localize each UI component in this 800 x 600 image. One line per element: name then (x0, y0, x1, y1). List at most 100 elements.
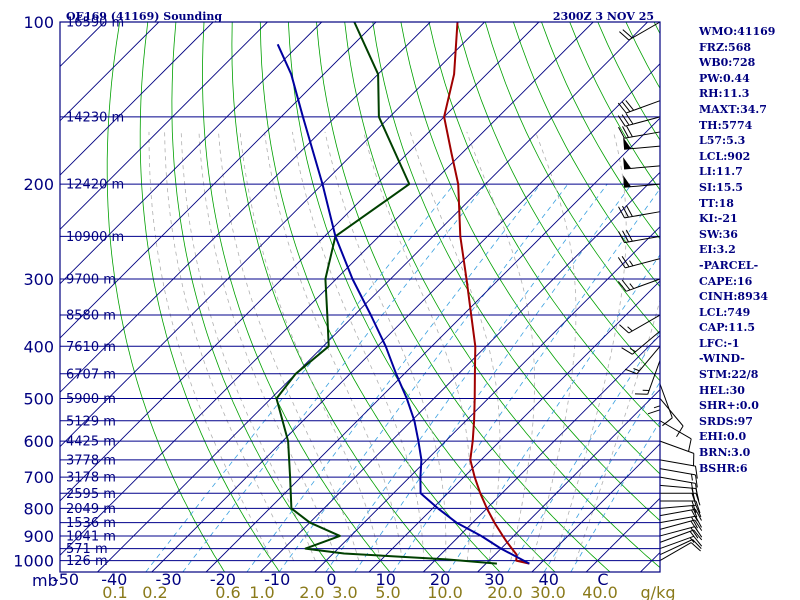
mixing-ratio-label: 0.6 (215, 583, 240, 600)
wind-barb-flag (691, 493, 697, 506)
index-entry: BRN:3.0 (699, 446, 751, 460)
wind-barb-staff (659, 529, 694, 543)
dry-adiabat (484, 22, 660, 335)
index-entry: EI:3.2 (699, 243, 736, 257)
dry-adiabat (372, 22, 660, 522)
mixing-ratio-label: 0.1 (102, 583, 127, 600)
wind-barb-flag (618, 206, 625, 219)
wind-barb-flag (676, 425, 684, 438)
mixing-ratio-label: 20.0 (487, 583, 523, 600)
mixing-ratio-line (278, 183, 569, 572)
wind-barb-staff (628, 21, 661, 41)
wind-barb-flag (622, 205, 629, 218)
wind-barb (619, 21, 661, 41)
index-entry: TH:5774 (699, 118, 753, 132)
index-entry: TT:18 (699, 196, 734, 210)
wind-barb-flag (693, 535, 703, 547)
dry-adiabat (513, 22, 660, 288)
wind-barb-staff (659, 459, 696, 467)
height-level-label: 9700 m (66, 272, 116, 287)
mixing-ratio-label: 0.2 (142, 583, 167, 600)
chart-title: OE169 (41169) Sounding (66, 10, 222, 23)
wind-barb-staff (659, 508, 696, 517)
wind-barb-staff (624, 211, 661, 219)
wind-barb (634, 360, 661, 395)
isotherm-line (60, 22, 268, 231)
index-entry: PW:0.44 (699, 71, 750, 85)
wind-barb-staff (625, 258, 661, 269)
wind-barb (659, 535, 703, 550)
isotherm-line (477, 388, 660, 572)
wind-barb-staff (626, 278, 661, 292)
wind-barb (617, 113, 661, 127)
pressure-tick-label: 700 (23, 468, 54, 487)
index-entry: SW:36 (699, 227, 738, 241)
wind-barb (659, 468, 698, 488)
temperature-tick-label: 20 (430, 570, 450, 589)
wind-barb (618, 229, 661, 244)
wind-barb-flag (690, 527, 699, 539)
wind-barb-flag (691, 500, 697, 514)
temperature-tick-label: -20 (210, 570, 236, 589)
wind-barb-flag (619, 324, 630, 334)
isotherm-line (314, 226, 660, 572)
pressure-tick-label: 400 (23, 337, 54, 356)
temperature-tick-label: -10 (264, 570, 290, 589)
index-entry: SI:15.5 (699, 180, 743, 194)
isotherm-line (151, 63, 660, 572)
valid-time: 2300Z 3 NOV 25 (553, 10, 654, 23)
wind-barb-half-flag (691, 474, 693, 481)
height-level-label: 5900 m (66, 392, 116, 407)
wind-barb (623, 175, 661, 188)
wind-barb-flag (695, 474, 698, 488)
wind-barb (659, 459, 698, 479)
pressure-tick-label: 600 (23, 432, 54, 451)
wind-barb (659, 542, 701, 562)
isotherm-line (97, 22, 648, 572)
dry-adiabat (231, 22, 446, 572)
height-level-label: 14230 m (66, 110, 124, 125)
wind-barb-flag (622, 230, 629, 243)
isotherm-line (60, 22, 540, 502)
wind-barb (621, 330, 661, 355)
wind-barb-staff (659, 383, 673, 418)
pressure-tick-label: 900 (23, 527, 54, 546)
index-entry: -PARCEL- (699, 258, 759, 272)
moist-adiabat (409, 131, 501, 561)
mixing-ratio-label: 30.0 (530, 583, 566, 600)
trace-dewpoint (275, 22, 497, 565)
height-level-label: 2595 m (66, 487, 116, 502)
index-entry: MAXT:34.7 (699, 102, 767, 116)
index-entry: LCL:902 (699, 149, 751, 163)
height-level-label: 3778 m (66, 453, 116, 468)
wind-barb-flag (692, 539, 702, 549)
wind-barb-flag (625, 205, 633, 217)
wind-barb-flag (695, 505, 702, 518)
wind-barb-flag (624, 368, 638, 375)
height-level-label: 6707 m (66, 367, 116, 382)
index-entry: L57:5.3 (699, 134, 746, 148)
dry-adiabat (428, 22, 660, 428)
pressure-tick-label: 300 (23, 270, 54, 289)
wind-barb (618, 125, 661, 139)
wind-barb-half-flag (633, 368, 640, 372)
index-entry: WMO:41169 (699, 25, 776, 38)
mixing-ratio-label: g/kg (641, 583, 676, 600)
wind-barb (659, 515, 702, 529)
wind-barb-flag (695, 483, 698, 496)
index-entry: KI:-21 (699, 212, 738, 226)
mixing-ratio-line (182, 183, 487, 572)
dry-adiabat (106, 22, 225, 572)
temperature-tick-label: 10 (376, 570, 396, 589)
wind-barb-flag (694, 519, 703, 531)
height-level-label: 571 m (66, 542, 108, 557)
temperature-tick-label: 40 (539, 570, 559, 589)
temperature-tick-label: 0 (326, 570, 336, 589)
mixing-ratio-label: 1.0 (249, 583, 274, 600)
wind-barb-flag (625, 125, 633, 138)
wind-barb-flag (691, 509, 698, 522)
wind-barb (618, 205, 661, 219)
isotherm-line (422, 334, 660, 572)
